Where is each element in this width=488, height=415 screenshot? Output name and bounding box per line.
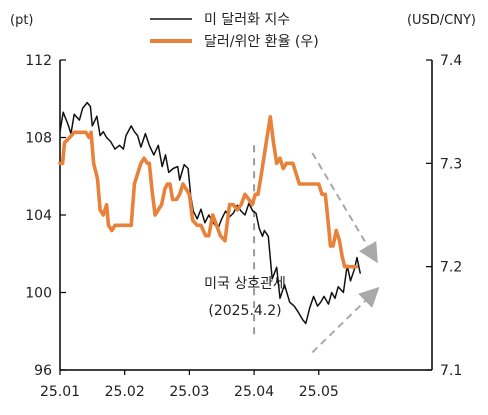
right-tick-label: 7.2 — [440, 260, 462, 276]
right-tick-label: 7.1 — [440, 363, 462, 379]
right-tick-label: 7.3 — [440, 156, 462, 172]
trend-arrow-up — [311, 286, 380, 354]
x-tick-label: 25.01 — [40, 384, 80, 400]
event-label-line1: 미국 상호관세 — [204, 276, 286, 292]
series-line-usd-index — [59, 101, 361, 325]
event-label-line2: (2025.4.2) — [208, 303, 281, 319]
right-tick-label: 7.4 — [440, 53, 462, 69]
x-tick-label: 25.04 — [234, 384, 274, 400]
legend: 미 달러화 지수 달러/위안 환율 (우) — [150, 12, 319, 50]
axes: 112 108 104 100 96 7.4 7.3 7.2 7.1 25.01 25.02 25… — [25, 53, 462, 400]
left-tick-label: 96 — [34, 363, 52, 379]
legend-label-usd-cny: 달러/위안 환율 (우) — [204, 34, 319, 50]
left-tick-label: 100 — [25, 286, 52, 302]
left-axis-unit: (pt) — [10, 13, 34, 28]
trend-arrows — [311, 152, 380, 354]
legend-label-usd-index: 미 달러화 지수 — [204, 12, 290, 28]
left-tick-label: 108 — [25, 131, 52, 147]
series-layer — [58, 101, 361, 325]
x-tick-label: 25.02 — [105, 384, 145, 400]
x-tick-label: 25.03 — [169, 384, 209, 400]
left-tick-label: 112 — [25, 53, 52, 69]
left-tick-label: 104 — [25, 208, 52, 224]
right-axis-unit: (USD/CNY) — [407, 13, 476, 28]
trend-arrow-down — [311, 152, 378, 264]
series-line-usd-cny — [58, 115, 359, 269]
x-tick-label: 25.05 — [299, 384, 339, 400]
